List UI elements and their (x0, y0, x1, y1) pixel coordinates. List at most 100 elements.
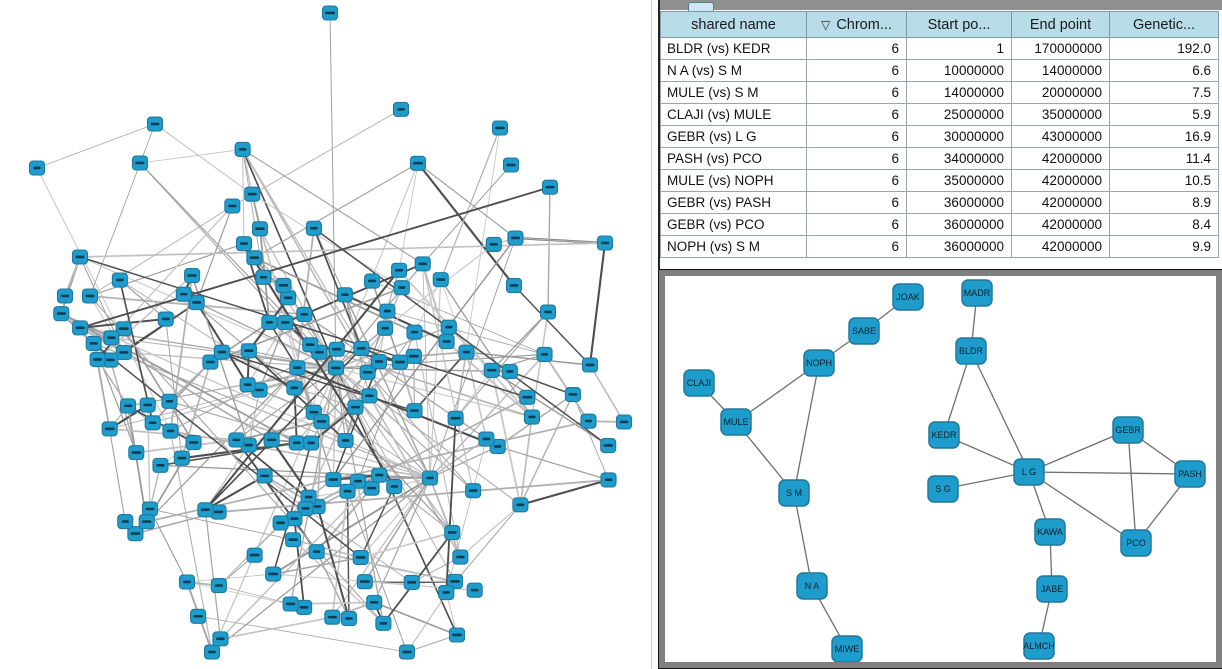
network-node[interactable] (600, 438, 617, 454)
network-node[interactable] (251, 221, 269, 237)
network-node[interactable] (505, 277, 523, 294)
cell-value[interactable]: 8.4 (1109, 213, 1219, 236)
network-node[interactable] (303, 435, 320, 451)
network-node[interactable] (296, 599, 313, 615)
network-node[interactable] (615, 414, 633, 430)
table-row[interactable]: CLAJI (vs) MULE 6 25000000 35000000 5.9 (660, 103, 1219, 126)
network-node[interactable] (239, 377, 256, 393)
network-node[interactable] (275, 277, 292, 293)
table-row[interactable]: GEBR (vs) PASH 6 36000000 42000000 8.9 (660, 191, 1219, 214)
network-node[interactable] (446, 573, 464, 589)
network-node[interactable] (286, 380, 303, 396)
network-node-miwe[interactable]: MIWE (831, 635, 863, 662)
network-node[interactable] (364, 273, 381, 289)
network-node[interactable] (403, 574, 420, 590)
network-node-sg[interactable]: S G (927, 475, 959, 503)
cell-value[interactable]: 6 (806, 147, 907, 170)
network-node[interactable] (501, 364, 518, 380)
edge-BLDR-LG[interactable] (970, 350, 1030, 473)
network-node[interactable] (53, 306, 70, 322)
cell-shared-name[interactable]: NOPH (vs) S M (660, 235, 807, 258)
network-node[interactable] (138, 514, 155, 530)
network-node-na[interactable]: N A (796, 572, 828, 600)
network-node[interactable] (363, 480, 380, 496)
network-node-pco[interactable]: PCO (1120, 529, 1152, 557)
column-header-start-po-[interactable]: Start po... (906, 11, 1012, 38)
network-node[interactable] (272, 515, 289, 531)
network-node[interactable] (178, 574, 196, 590)
network-node[interactable] (339, 483, 356, 499)
cell-value[interactable]: 11.4 (1109, 147, 1219, 170)
network-node[interactable] (377, 320, 394, 336)
network-node[interactable] (391, 262, 408, 278)
cell-value[interactable]: 43000000 (1011, 125, 1110, 148)
network-node[interactable] (285, 532, 302, 548)
cell-shared-name[interactable]: MULE (vs) NOPH (660, 169, 807, 192)
network-node[interactable] (337, 432, 354, 449)
column-header-end-point[interactable]: End point (1011, 11, 1110, 38)
network-node[interactable] (234, 141, 251, 157)
network-node[interactable] (440, 319, 457, 335)
network-node[interactable] (81, 288, 99, 304)
cell-value[interactable]: 6 (806, 213, 907, 236)
network-overview-canvas[interactable] (0, 0, 651, 669)
network-node[interactable] (406, 324, 423, 340)
cell-value[interactable]: 6.6 (1109, 59, 1219, 82)
network-node[interactable] (265, 566, 282, 582)
cell-value[interactable]: 5.9 (1109, 103, 1219, 126)
network-node[interactable] (115, 344, 132, 361)
cell-value[interactable]: 14000000 (1011, 59, 1110, 82)
network-node[interactable] (523, 409, 540, 425)
network-node[interactable] (581, 357, 599, 373)
network-node[interactable] (89, 351, 106, 368)
network-node[interactable] (282, 596, 299, 612)
network-node[interactable] (600, 472, 617, 488)
edge-SM-NA[interactable] (793, 492, 813, 587)
cell-value[interactable]: 6 (806, 125, 907, 148)
network-node[interactable] (246, 547, 263, 563)
edge-NOPH-SM[interactable] (793, 362, 820, 494)
cell-value[interactable]: 14000000 (906, 81, 1012, 104)
network-node[interactable] (414, 256, 431, 272)
table-row[interactable]: BLDR (vs) KEDR 6 1 170000000 192.0 (660, 37, 1219, 60)
network-node[interactable] (235, 236, 253, 252)
cell-value[interactable]: 16.9 (1109, 125, 1219, 148)
cell-value[interactable]: 6 (806, 235, 907, 258)
network-node-gebr[interactable]: GEBR (1112, 416, 1144, 444)
cell-value[interactable]: 42000000 (1011, 235, 1110, 258)
network-node[interactable] (128, 445, 145, 461)
network-node[interactable] (212, 631, 229, 647)
network-node[interactable] (305, 220, 322, 236)
network-node[interactable] (458, 344, 475, 360)
cell-value[interactable]: 6 (806, 37, 907, 60)
network-node[interactable] (185, 435, 202, 451)
network-node[interactable] (139, 397, 156, 413)
network-node[interactable] (465, 483, 482, 499)
network-node[interactable] (115, 321, 132, 337)
network-node[interactable] (131, 155, 149, 171)
network-node-claji[interactable]: CLAJI (683, 369, 715, 397)
network-node[interactable] (507, 230, 524, 246)
cell-shared-name[interactable]: GEBR (vs) PCO (660, 213, 807, 236)
network-node[interactable] (175, 286, 192, 302)
network-node[interactable] (452, 549, 469, 565)
cell-value[interactable]: 6 (806, 81, 907, 104)
cell-value[interactable]: 6 (806, 169, 907, 192)
network-node-sm[interactable]: S M (778, 479, 810, 507)
network-node[interactable] (391, 354, 408, 370)
network-node-jabe[interactable]: JABE (1036, 575, 1068, 603)
network-node[interactable] (359, 364, 376, 380)
network-node[interactable] (564, 387, 581, 403)
network-node[interactable] (324, 609, 341, 625)
network-node[interactable] (421, 470, 439, 486)
network-node[interactable] (263, 432, 280, 448)
network-node[interactable] (356, 574, 373, 590)
cell-value[interactable]: 34000000 (906, 147, 1012, 170)
network-node[interactable] (202, 354, 219, 370)
network-node[interactable] (289, 360, 306, 376)
network-node[interactable] (119, 398, 137, 414)
cell-value[interactable]: 10000000 (906, 59, 1012, 82)
network-node[interactable] (255, 269, 272, 285)
network-node[interactable] (393, 280, 410, 296)
cell-value[interactable]: 6 (806, 103, 907, 126)
